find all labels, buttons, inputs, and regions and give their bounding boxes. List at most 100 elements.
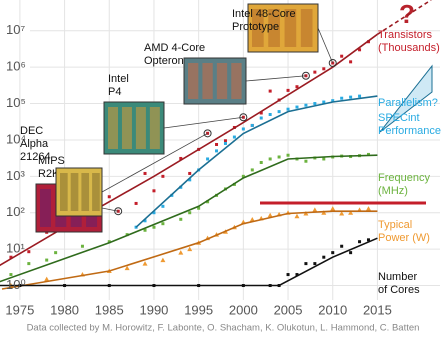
point — [206, 157, 209, 160]
parallelism-label: Parallelism? — [378, 97, 438, 109]
series-label: Numberof Cores — [378, 271, 420, 296]
point — [331, 251, 334, 254]
point — [9, 273, 12, 276]
point — [215, 149, 218, 152]
chip-label: Prototype — [232, 21, 279, 33]
point — [304, 160, 307, 163]
chip-detail — [40, 189, 51, 227]
point — [178, 250, 183, 255]
point — [179, 218, 182, 221]
point — [27, 262, 30, 265]
y-tick-label: 10⁷ — [6, 22, 25, 37]
pointer — [246, 76, 306, 81]
point — [242, 127, 245, 130]
chip-label: AMD 4-Core — [144, 42, 205, 54]
point — [108, 195, 111, 198]
source-note: Data collected by M. Horowitz, F. Labont… — [27, 323, 420, 334]
point — [188, 211, 191, 214]
question-mark: ? — [399, 0, 415, 29]
point — [251, 124, 254, 127]
point — [322, 67, 325, 70]
point — [358, 240, 361, 243]
series-label: Frequency(MHz) — [378, 172, 430, 197]
y-tick-label: 10³ — [6, 168, 25, 183]
point — [366, 206, 371, 211]
point — [304, 104, 307, 107]
point — [287, 154, 290, 157]
point — [322, 157, 325, 160]
point — [340, 97, 343, 100]
point — [269, 90, 272, 93]
pointer — [318, 28, 333, 63]
chip-detail — [150, 107, 160, 149]
point — [287, 273, 290, 276]
x-tick-label: 2010 — [318, 302, 347, 317]
point — [54, 251, 57, 254]
y-tick-label: 10⁰ — [6, 277, 26, 292]
point — [312, 207, 317, 212]
chip-detail — [217, 63, 227, 99]
point — [161, 205, 164, 208]
point — [295, 106, 298, 109]
point — [278, 155, 281, 158]
point — [260, 117, 263, 120]
point — [330, 206, 335, 211]
chip-label: Opteron — [144, 55, 184, 67]
point — [251, 168, 254, 171]
point — [294, 214, 299, 219]
y-tick-label: 10⁶ — [6, 59, 26, 74]
chip-detail — [231, 63, 241, 99]
point — [152, 189, 155, 192]
chip-detail — [136, 107, 146, 149]
point — [144, 172, 147, 175]
chip-detail — [301, 9, 313, 47]
chip-detail — [202, 63, 212, 99]
point — [304, 262, 307, 265]
point — [224, 139, 227, 142]
series-label: Transistors(Thousands) — [378, 29, 440, 54]
point — [224, 142, 227, 145]
x-tick-label: 2015 — [363, 302, 392, 317]
chip-detail — [71, 173, 79, 211]
y-tick-label: 10² — [6, 204, 25, 219]
x-tick-label: 1980 — [50, 302, 79, 317]
point — [143, 261, 148, 266]
point — [27, 250, 30, 253]
point — [349, 60, 352, 63]
point — [233, 136, 236, 139]
point — [269, 113, 272, 116]
chip-label: 21264 — [20, 151, 51, 163]
chip: Intel 48-CorePrototype — [232, 4, 336, 67]
chip-label: Intel — [108, 73, 129, 85]
trend-line — [136, 96, 377, 227]
point — [340, 245, 343, 248]
point — [287, 89, 290, 92]
x-tick-label: 1995 — [184, 302, 213, 317]
pointer — [164, 117, 243, 128]
point — [349, 251, 352, 254]
point — [340, 55, 343, 58]
chip-label: Intel 48-Core — [232, 8, 296, 20]
point — [349, 96, 352, 99]
point — [215, 143, 218, 146]
chip-detail — [108, 107, 118, 149]
x-tick-label: 1985 — [95, 302, 124, 317]
point — [313, 71, 316, 74]
point — [135, 202, 138, 205]
point — [152, 226, 155, 229]
chip-label: DEC — [20, 125, 43, 137]
x-tick-label: 2000 — [229, 302, 258, 317]
point — [287, 108, 290, 111]
point — [278, 110, 281, 113]
chip-detail — [188, 63, 198, 99]
y-tick-label: 10¹ — [6, 241, 25, 256]
point — [161, 175, 164, 178]
grid — [20, 0, 440, 300]
point — [269, 157, 272, 160]
x-tick-label: 1975 — [5, 302, 34, 317]
point — [161, 222, 164, 225]
x-tick-label: 1990 — [139, 302, 168, 317]
